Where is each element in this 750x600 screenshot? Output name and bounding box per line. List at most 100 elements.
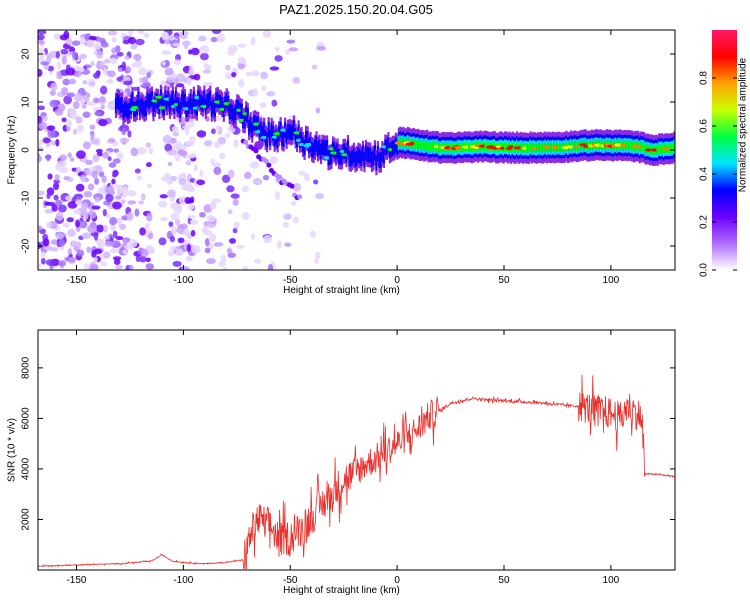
ridge-peak <box>387 147 393 152</box>
spectrogram-cell <box>146 72 152 79</box>
spectrogram-cell <box>250 37 256 46</box>
ridge-cell <box>372 150 375 166</box>
spectrogram-cell <box>262 174 270 181</box>
ridge-cell <box>348 150 351 167</box>
ridge-cell <box>182 91 185 107</box>
ridge-cell <box>203 90 206 106</box>
spectrogram-cell <box>142 81 151 90</box>
spectrogram-cell <box>103 224 108 233</box>
ridge-cell <box>361 145 365 161</box>
spectrogram-cell <box>61 86 69 96</box>
ridge-cell <box>559 143 562 153</box>
spectrogram-cell <box>221 174 231 183</box>
spectrogram-cell <box>233 221 240 229</box>
spectrogram-cell <box>47 129 56 139</box>
spectrogram-cell <box>231 72 237 78</box>
ridge-cell <box>125 101 128 117</box>
spectrogram-cell <box>206 215 216 223</box>
spectrogram-cell <box>46 154 51 162</box>
spectrogram-cell <box>50 247 59 252</box>
spectrogram-cell <box>161 31 170 41</box>
x-tick-label: -50 <box>283 575 298 586</box>
spectrogram-cell <box>209 202 217 208</box>
spectrogram-cell <box>230 193 240 199</box>
ridge-cell <box>143 101 146 117</box>
spectrogram-cell <box>159 216 168 222</box>
ridge-cell <box>198 91 201 107</box>
spectrogram-cell <box>237 62 245 70</box>
spectrogram-cell <box>102 208 107 217</box>
spectrogram-cell <box>79 220 88 229</box>
spectrogram-cell <box>203 82 213 87</box>
ridge-cell <box>122 104 125 120</box>
ridge-cell <box>336 143 339 159</box>
spectrogram-cell <box>293 216 300 224</box>
spectrogram-cell <box>292 76 301 84</box>
spectrogram-cell <box>140 248 149 258</box>
spectrogram-cell <box>115 45 121 54</box>
spectrogram-cell <box>196 130 207 138</box>
spectrogram-cell <box>38 40 46 45</box>
spectrogram-cell <box>203 140 213 147</box>
spectrogram-cell <box>130 42 138 50</box>
spectrogram-cell <box>65 119 73 128</box>
ridge-cell <box>426 140 429 150</box>
spectrogram-cell <box>113 259 121 265</box>
ridge-cell <box>369 147 372 163</box>
spectrogram-cell <box>104 58 112 64</box>
ridge-cell <box>358 148 362 164</box>
colorbar-label: Normalized spectral amplitude <box>738 57 749 192</box>
spectrogram-cell <box>292 182 302 192</box>
ridge-cell <box>321 139 324 155</box>
ridge-cell <box>352 147 356 163</box>
ridge-cell <box>529 142 532 152</box>
x-tick-label: 50 <box>498 575 510 586</box>
spectrogram-cell <box>204 237 210 247</box>
spectrogram-cell <box>38 47 44 53</box>
spectrogram-cell <box>158 237 167 246</box>
spectrogram-cell <box>311 64 318 70</box>
spectrogram-cell <box>84 177 90 183</box>
spectrogram-cell <box>74 200 84 206</box>
ridge-cell <box>378 152 381 168</box>
spectrogram-cell <box>38 116 43 124</box>
spectrogram-cell <box>108 137 116 143</box>
spectrogram-cell <box>119 223 127 230</box>
spectrogram-cell <box>213 242 224 247</box>
ridge-cell <box>628 140 631 150</box>
spectrogram-cell <box>112 201 122 210</box>
ridge-cell <box>381 145 384 162</box>
spectrogram-cell <box>90 60 95 67</box>
ridge-cell <box>673 142 675 152</box>
ridge-cell <box>382 147 385 164</box>
spectrogram-cell <box>261 85 267 92</box>
ridge-cell <box>306 131 309 147</box>
spectrogram-cell <box>290 200 297 206</box>
spectrogram-cell <box>212 162 222 168</box>
ridge-cell <box>206 94 209 110</box>
spectrogram-cell <box>224 132 231 139</box>
ridge-cell <box>272 125 275 141</box>
spectrogram-cell <box>128 30 134 37</box>
spectrogram-cell <box>67 248 72 256</box>
spectrogram-cell <box>185 255 193 262</box>
spectrogram-cell <box>166 76 176 83</box>
spectrogram-cell <box>313 258 320 265</box>
spectrogram-cell <box>168 221 174 227</box>
spectrogram-cell <box>52 182 60 190</box>
ridge-cell <box>180 94 183 110</box>
ridge-cell <box>267 121 270 138</box>
ridge-cell <box>658 144 661 153</box>
spectrogram-cell <box>283 213 292 220</box>
spectrogram-cell <box>56 61 62 71</box>
spectrogram-cell <box>61 117 67 123</box>
snr-panel: -150 -100 -50 0 50 100 2000 4000 6000 8000 Height … <box>7 329 676 596</box>
ridge-cell <box>379 152 382 168</box>
ridge-cell <box>527 144 531 153</box>
spectrogram-cell <box>176 141 182 147</box>
spectrogram-cell <box>244 171 252 180</box>
spectrogram-cell <box>128 239 138 248</box>
spectrogram-cell <box>202 69 212 74</box>
spectrogram-cell <box>50 82 58 92</box>
spectrogram-cell <box>267 263 274 270</box>
